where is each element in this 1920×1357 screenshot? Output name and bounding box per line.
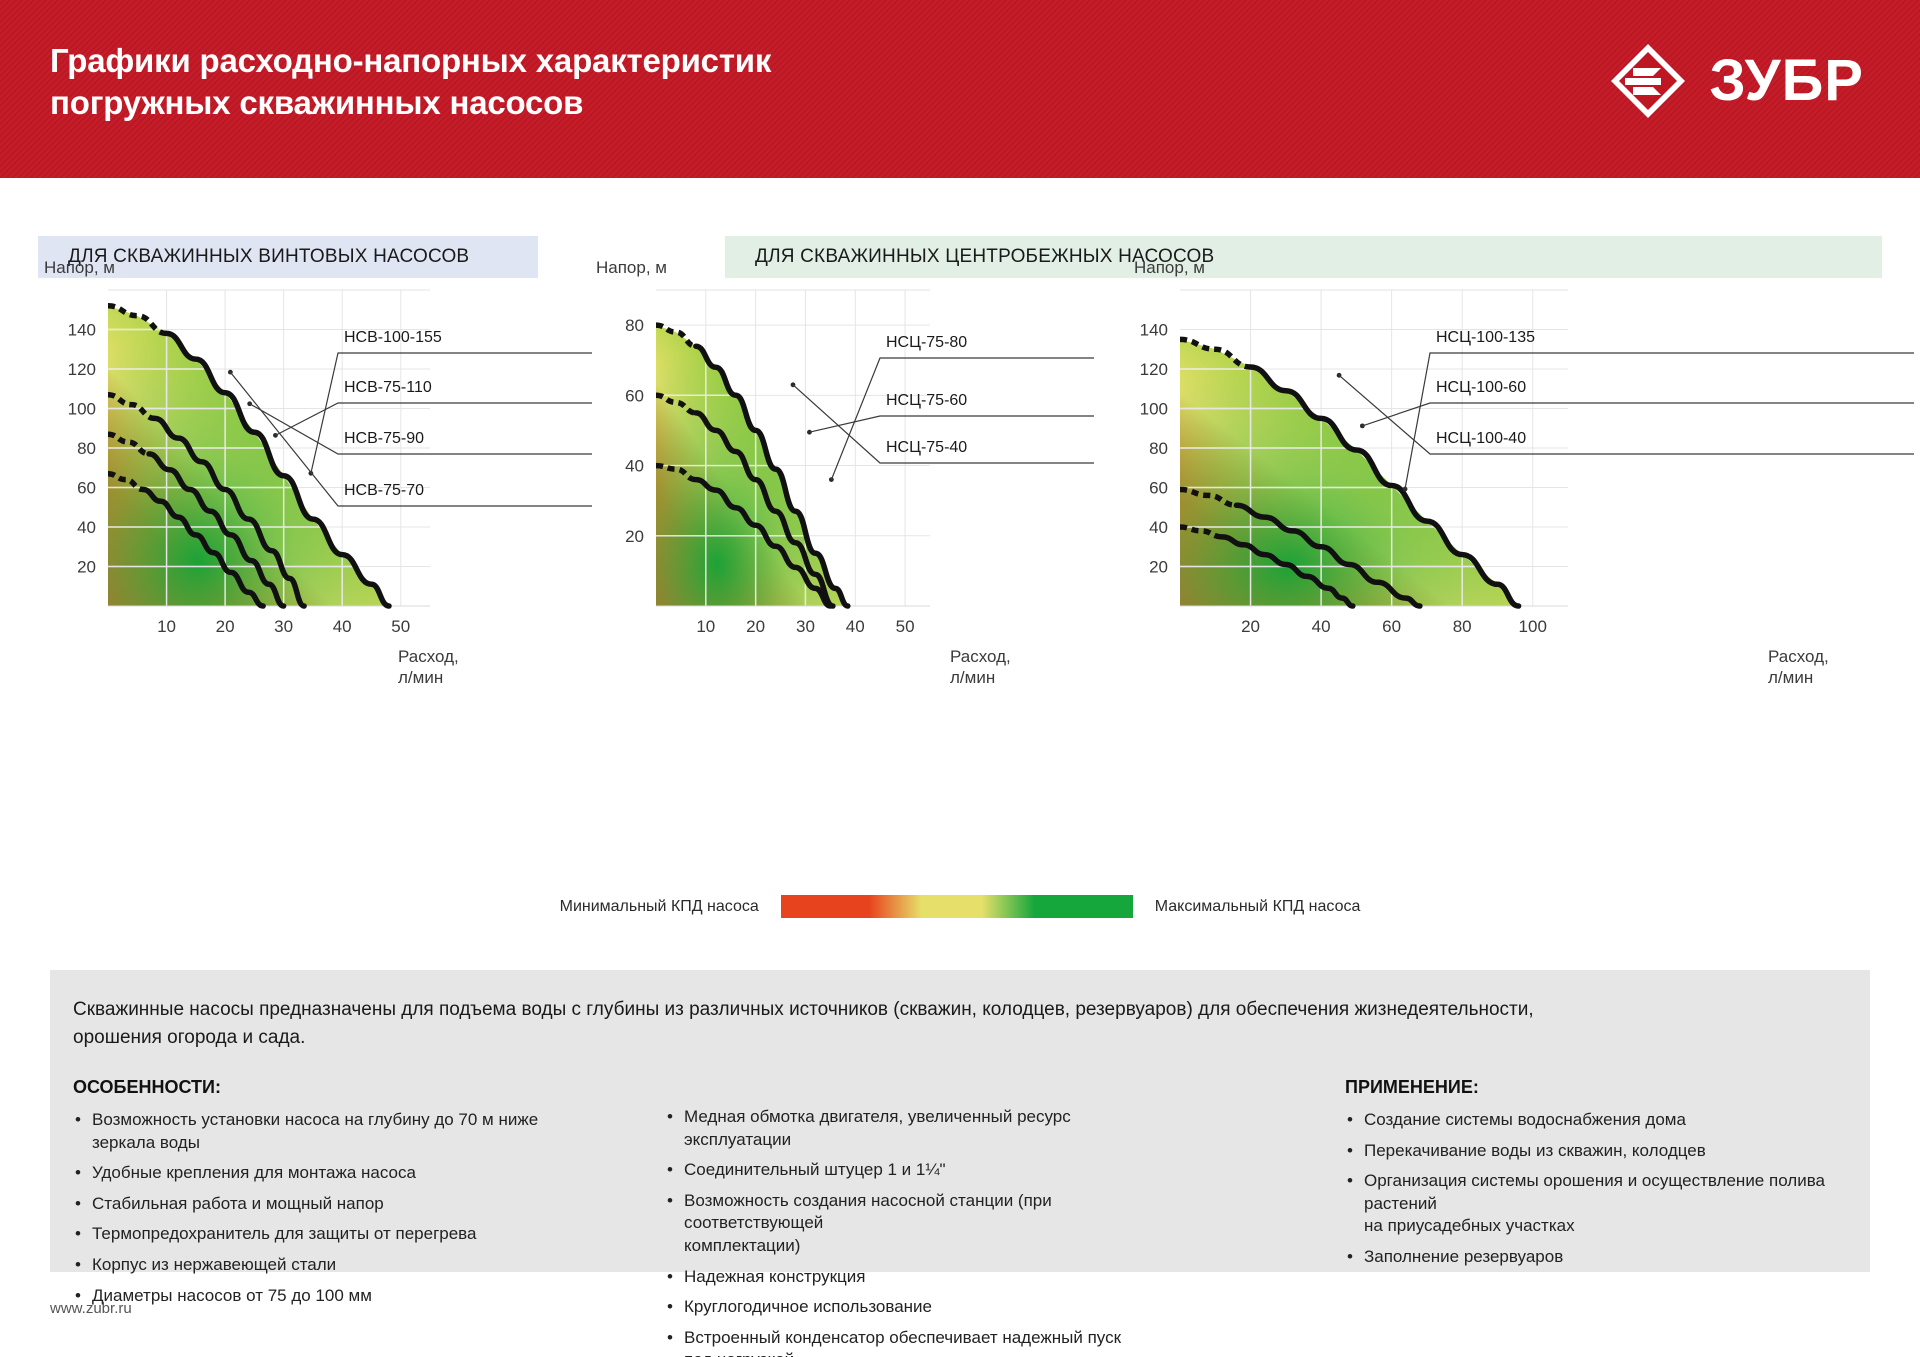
- chart1-ytick: 60: [625, 386, 644, 405]
- feature-item: Соединительный штуцер 1 и 1¼": [665, 1159, 1145, 1182]
- chart0-ytick: 40: [77, 518, 96, 537]
- chart1-ytick: 40: [625, 457, 644, 476]
- chart2-ytick: 20: [1149, 558, 1168, 577]
- chart1-xtick: 40: [846, 617, 865, 636]
- chart0-series-label: НСВ-75-70: [344, 482, 424, 499]
- features-column-2: Медная обмотка двигателя, увеличенный ре…: [665, 1077, 1145, 1357]
- chart0-ytick: 20: [77, 558, 96, 577]
- application-item: Перекачивание воды из скважин, колодцев: [1345, 1140, 1865, 1163]
- chart2-plot: 20 40 60 80 100 120 140 20 40 60 80 100 НСЦ-100-135 Н…: [1140, 289, 1914, 636]
- feature-item: Медная обмотка двигателя, увеличенный ре…: [665, 1106, 1145, 1151]
- chart1-x-axis-title: Расход, л/мин: [950, 647, 1011, 688]
- application-item: Организация системы орошения и осуществл…: [1345, 1170, 1865, 1238]
- features-list-1: Возможность установки насоса на глубину …: [73, 1109, 593, 1307]
- footer-url[interactable]: www.zubr.ru: [50, 1300, 132, 1317]
- chart2-series-label: НСЦ-100-40: [1436, 430, 1526, 447]
- chart2-xtick: 100: [1519, 617, 1547, 636]
- chart2-ytick: 100: [1140, 400, 1168, 419]
- page-title: Графики расходно-напорных характеристик …: [50, 42, 772, 122]
- chart0-plot: 20 40 60 80 100 120 140 10 20 30 40 50 НСВ-100-155 НС…: [68, 289, 592, 636]
- chart0-y-axis-title: Напор, м: [44, 258, 115, 277]
- application-column: ПРИМЕНЕНИЕ: Создание системы водоснабжен…: [1345, 1077, 1865, 1277]
- panel-intro-text: Скважинные насосы предназначены для подъ…: [73, 999, 1534, 1048]
- info-panel: Скважинные насосы предназначены для подъ…: [50, 970, 1870, 1357]
- chart1-xtick: 50: [896, 617, 915, 636]
- chart0-ytick: 140: [68, 321, 96, 340]
- chart0-series-label: НСВ-75-90: [344, 430, 424, 447]
- feature-item: Стабильная работа и мощный напор: [73, 1193, 593, 1216]
- legend-gradient-bar: [780, 895, 1133, 918]
- chart2-xtick: 40: [1312, 617, 1331, 636]
- chart2-series-label: НСЦ-100-135: [1436, 329, 1535, 346]
- application-item: Создание системы водоснабжения дома: [1345, 1109, 1865, 1132]
- chart1-series-label: НСЦ-75-60: [886, 392, 967, 409]
- feature-item: Возможность установки насоса на глубину …: [73, 1109, 593, 1154]
- features-column-2-spacer: [665, 1077, 1145, 1106]
- chart0-xtick: 30: [274, 617, 293, 636]
- legend-max-label: Максимальный КПД насоса: [1154, 897, 1361, 915]
- chart0-series-label: НСВ-75-110: [344, 379, 432, 396]
- feature-item: Круглогодичное использование: [665, 1296, 1145, 1319]
- chart0-ytick: 80: [77, 439, 96, 458]
- chart2-xtick: 20: [1241, 617, 1260, 636]
- chart0-xtick: 40: [333, 617, 352, 636]
- chart1-plot: 20 40 60 80 10 20 30 40 50 НСЦ-75-80 НСЦ-75-60 НСЦ-…: [625, 289, 1094, 636]
- feature-item: Надежная конструкция: [665, 1266, 1145, 1289]
- chart1-series-label: НСЦ-75-40: [886, 439, 967, 456]
- chart0-ytick: 100: [68, 400, 96, 419]
- chart2-ytick: 40: [1149, 518, 1168, 537]
- brand-logo: ЗУБР: [1609, 42, 1864, 120]
- application-list: Создание системы водоснабжения дома Перек…: [1345, 1109, 1865, 1269]
- chart0-xtick: 10: [157, 617, 176, 636]
- chart1-series-label: НСЦ-75-80: [886, 334, 967, 351]
- chart0-ytick: 60: [77, 479, 96, 498]
- chart1-ytick: 20: [625, 527, 644, 546]
- chart1-ytick: 80: [625, 316, 644, 335]
- page-header: Графики расходно-напорных характеристик …: [0, 0, 1920, 178]
- feature-item: Встроенный конденсатор обеспечивает наде…: [665, 1327, 1145, 1357]
- chart2-ytick: 120: [1140, 360, 1168, 379]
- feature-item: Возможность создания насосной станции (п…: [665, 1190, 1145, 1258]
- zubr-diamond-icon: [1609, 42, 1687, 120]
- chart1-xtick: 30: [796, 617, 815, 636]
- chart-centrifugal-100: Напор, м Расход, л/мин 20 40 60 80 100 120 140…: [1120, 258, 1920, 688]
- feature-item: Термопредохранитель для защиты от перегр…: [73, 1223, 593, 1246]
- chart0-xtick: 20: [216, 617, 235, 636]
- efficiency-legend: Минимальный КПД насоса Максимальный КПД …: [0, 895, 1920, 918]
- chart-screw-pumps: Напор, м Расход, л/мин 20 40 60 80 100 120 140…: [38, 258, 598, 688]
- chart2-xtick: 80: [1453, 617, 1472, 636]
- chart2-xtick: 60: [1382, 617, 1401, 636]
- application-item: Заполнение резервуаров: [1345, 1246, 1865, 1269]
- chart0-ytick: 120: [68, 360, 96, 379]
- chart2-ytick: 80: [1149, 439, 1168, 458]
- chart0-series-label: НСВ-100-155: [344, 329, 442, 346]
- chart2-ytick: 140: [1140, 321, 1168, 340]
- section-title-screw: ДЛЯ СКВАЖИННЫХ ВИНТОВЫХ НАСОСОВ: [38, 236, 538, 278]
- application-heading: ПРИМЕНЕНИЕ:: [1345, 1077, 1479, 1097]
- chart1-xtick: 20: [746, 617, 765, 636]
- chart2-x-axis-title: Расход, л/мин: [1768, 647, 1829, 688]
- feature-item: Диаметры насосов от 75 до 100 мм: [73, 1285, 593, 1308]
- chart2-y-axis-title: Напор, м: [1134, 258, 1205, 277]
- features-list-2: Медная обмотка двигателя, увеличенный ре…: [665, 1106, 1145, 1357]
- features-column-1: ОСОБЕННОСТИ: Возможность установки насос…: [73, 1077, 593, 1315]
- chart-centrifugal-75: Напор, м Расход, л/мин 20 40 60 80 10 20 30 40 5…: [590, 258, 1100, 688]
- chart0-xtick: 50: [391, 617, 410, 636]
- features-heading: ОСОБЕННОСТИ:: [73, 1077, 221, 1097]
- chart2-series-label: НСЦ-100-60: [1436, 379, 1526, 396]
- feature-item: Удобные крепления для монтажа насоса: [73, 1162, 593, 1185]
- chart1-xtick: 10: [696, 617, 715, 636]
- brand-name: ЗУБР: [1709, 48, 1864, 113]
- chart0-x-axis-title: Расход, л/мин: [398, 647, 459, 688]
- section-title-centrifugal: ДЛЯ СКВАЖИННЫХ ЦЕНТРОБЕЖНЫХ НАСОСОВ: [725, 236, 1882, 278]
- chart2-ytick: 60: [1149, 479, 1168, 498]
- feature-item: Корпус из нержавеющей стали: [73, 1254, 593, 1277]
- legend-min-label: Минимальный КПД насоса: [559, 897, 759, 915]
- chart1-y-axis-title: Напор, м: [596, 258, 667, 277]
